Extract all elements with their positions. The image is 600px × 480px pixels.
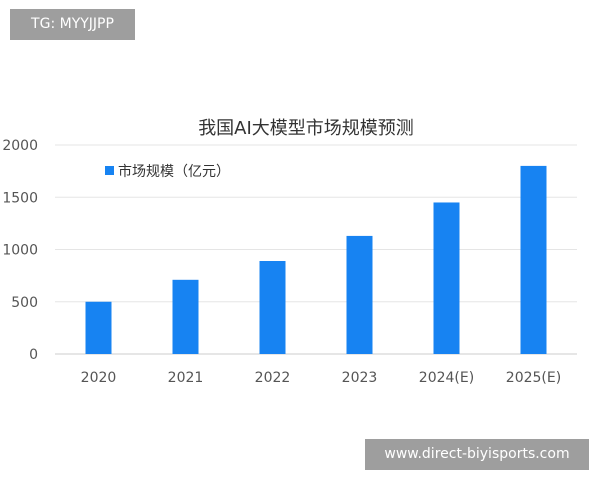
y-tick-label: 500 [11,295,38,311]
y-axis: 0 500 1000 1500 2000 [2,138,38,363]
bar-2020 [85,301,112,354]
x-axis: 2020 2021 2022 2023 2024(E) 2025(E) [81,370,562,386]
y-tick-label: 1500 [2,190,38,206]
corner-tag: TG: MYYJJPP [10,9,135,40]
bar-2024(E) [433,202,460,354]
bar-2025(E) [520,165,547,354]
grid-lines [55,144,577,355]
watermark: www.direct-biyisports.com [365,439,589,470]
x-tick-label: 2021 [168,370,204,386]
legend: 市场规模（亿元） [105,163,230,180]
bars [85,165,547,354]
y-tick-label: 1000 [2,243,38,259]
x-tick-label: 2020 [81,370,117,386]
bar-2022 [259,260,286,354]
chart-title: 我国AI大模型市场规模预测 [198,118,414,139]
legend-swatch [105,166,114,175]
x-tick-label: 2022 [255,370,291,386]
y-tick-label: 0 [29,347,38,363]
legend-label: 市场规模（亿元） [118,163,230,180]
y-tick-label: 2000 [2,138,38,154]
bar-2023 [346,235,373,354]
x-tick-label: 2024(E) [419,370,474,386]
x-tick-label: 2023 [342,370,378,386]
x-tick-label: 2025(E) [506,370,561,386]
bar-2021 [172,279,199,354]
